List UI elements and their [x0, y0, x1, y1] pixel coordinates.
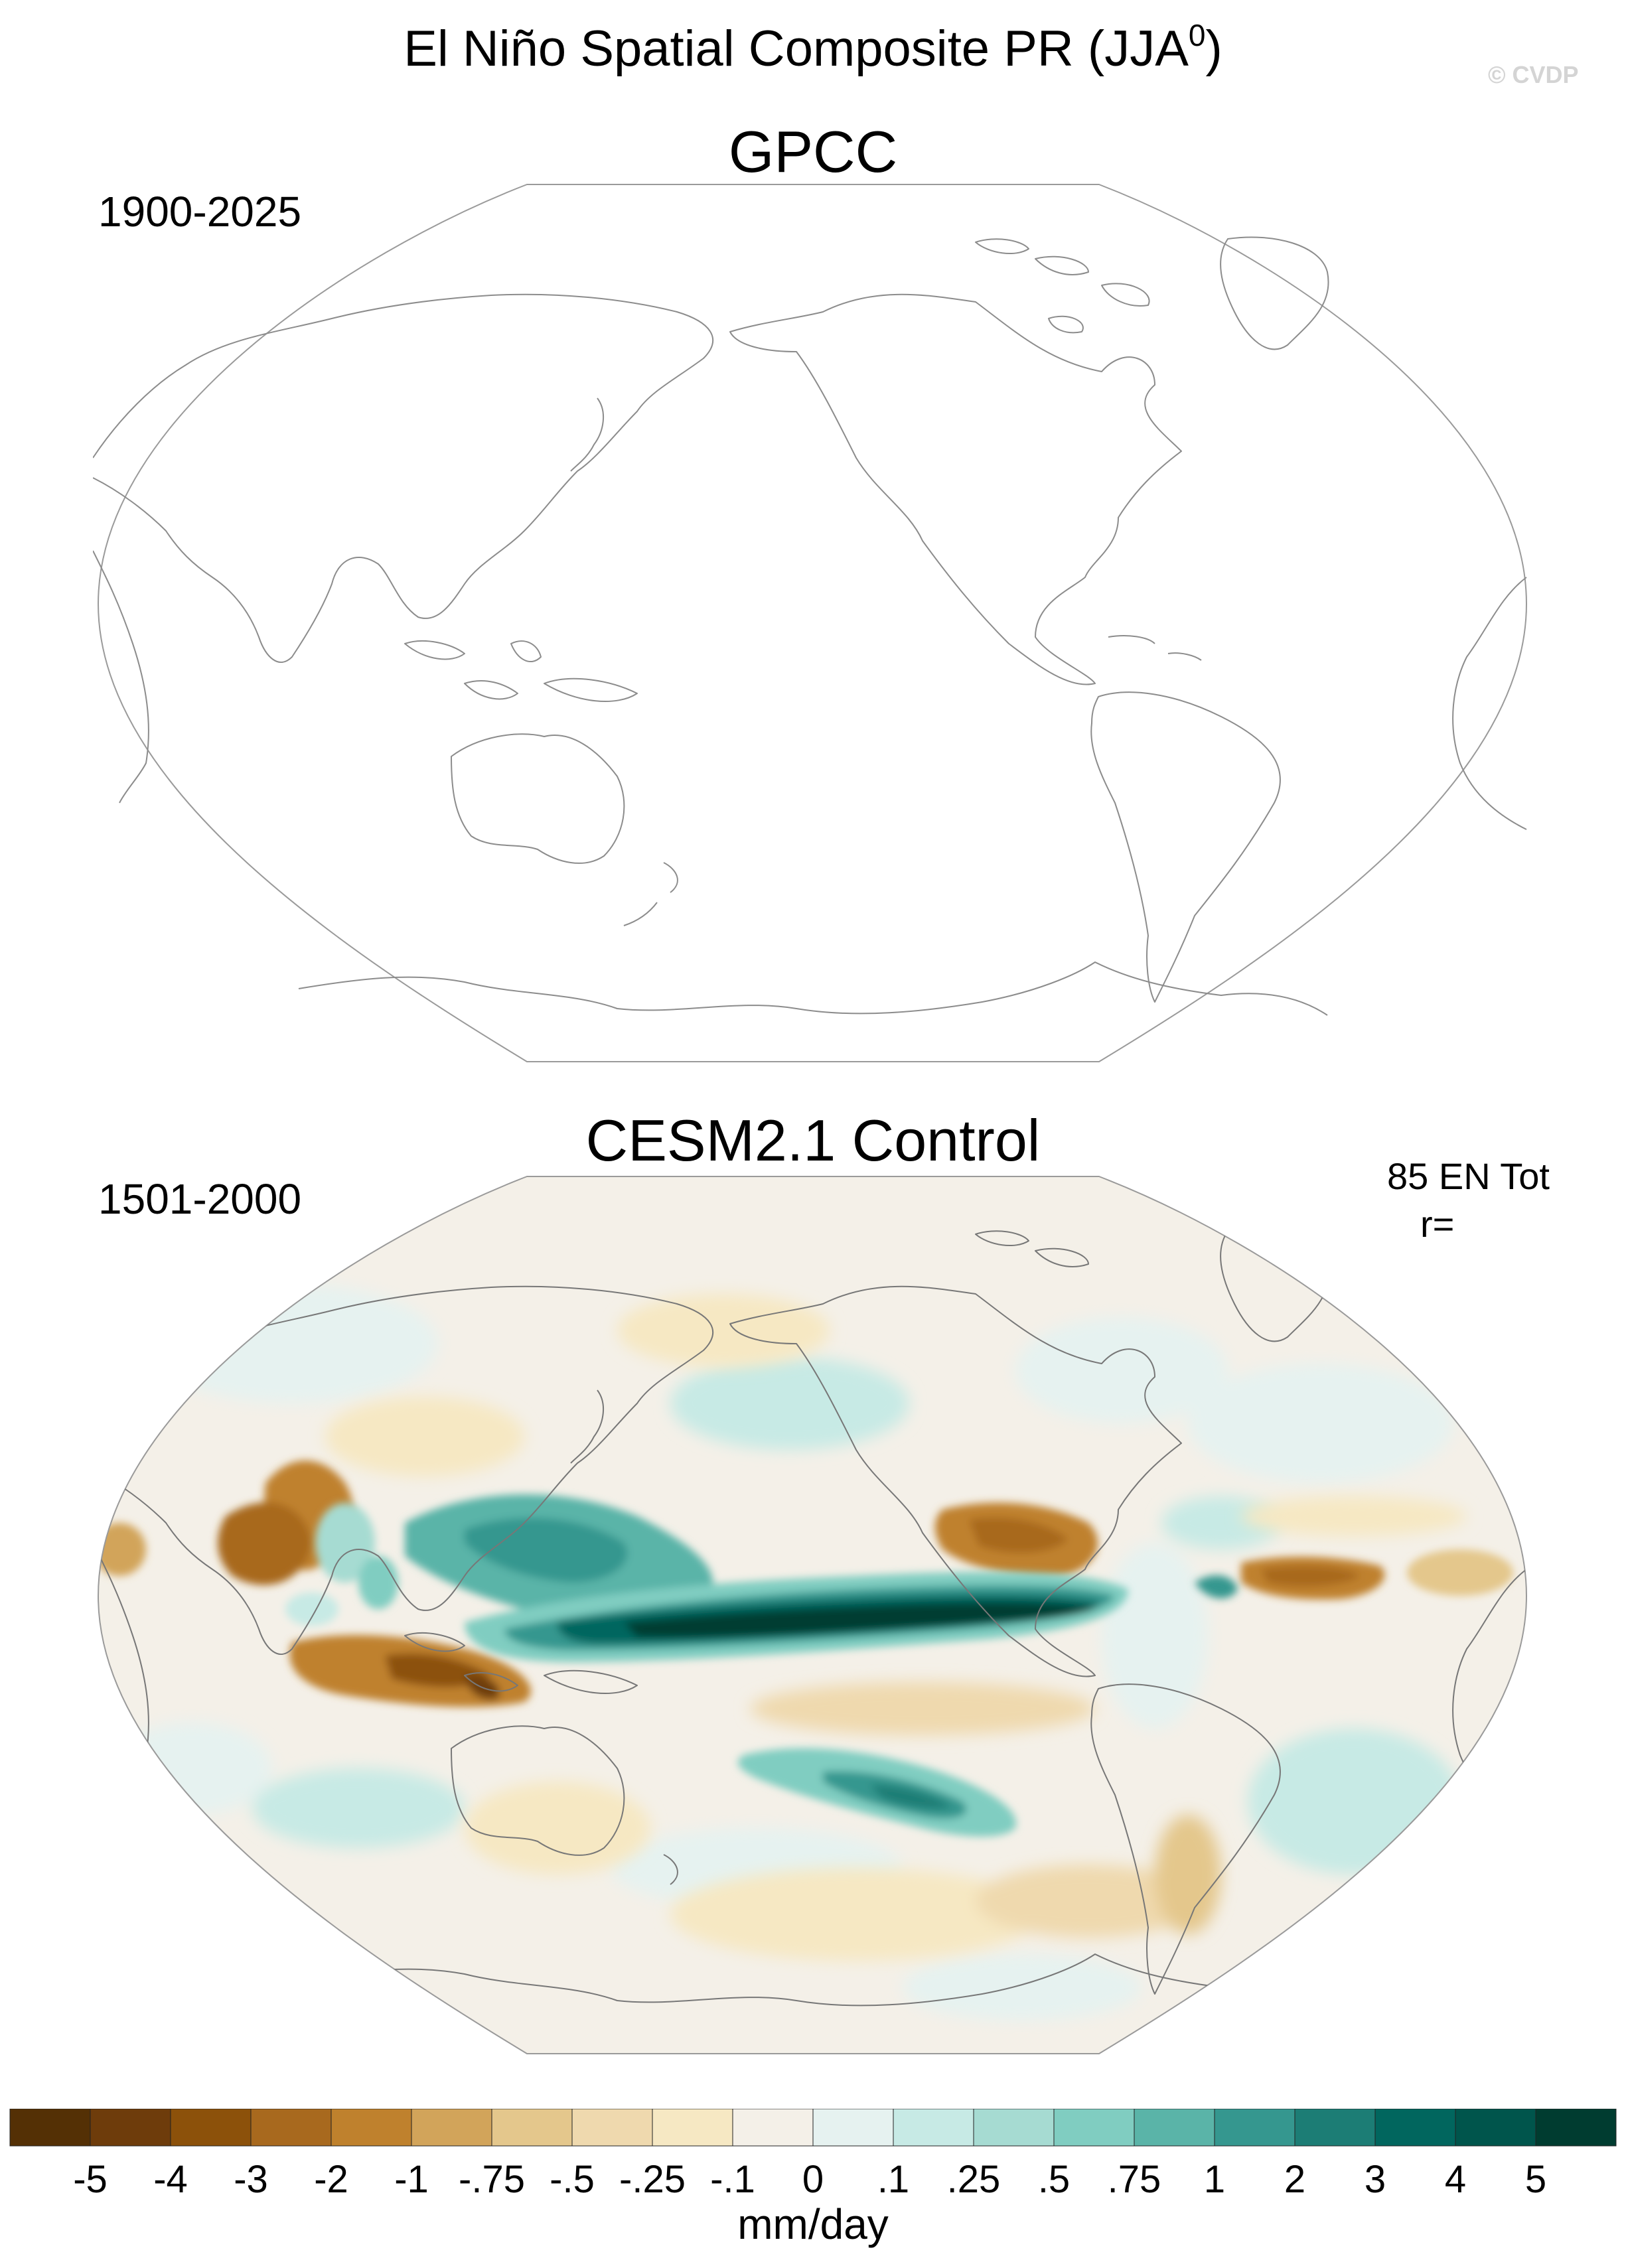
figure-title-superscript: 0 — [1188, 18, 1206, 52]
figure-title: El Niño Spatial Composite PR (JJA0) — [0, 18, 1626, 78]
colorbar-tick-label: 0 — [802, 2158, 824, 2198]
colorbar-box — [411, 2109, 492, 2147]
colorbar-tick-labels: -5 -4 -3 -2 -1 -.75 -.5 -.25 -.1 0 .1 .25 .5 .75 1 2 3 4 5 — [73, 2158, 1546, 2198]
colorbar-tick-label: 5 — [1525, 2158, 1546, 2198]
panel-title-cesm: CESM2.1 Control — [585, 1107, 1041, 1173]
colorbar-box — [9, 2109, 91, 2147]
colorbar-box — [1134, 2109, 1215, 2147]
panel-period-cesm: 1501-2000 — [98, 1175, 302, 1223]
colorbar: -5 -4 -3 -2 -1 -.75 -.5 -.25 -.1 0 .1 .25 .5 .75 1 2 3 4 5 — [9, 2109, 1617, 2198]
colorbar-box — [1214, 2109, 1295, 2147]
colorbar-tick-label: -1 — [394, 2158, 429, 2198]
colorbar-box — [1374, 2109, 1456, 2147]
panel-period-gpcc: 1900-2025 — [98, 188, 302, 236]
colorbar-tick-label: -2 — [314, 2158, 348, 2198]
colorbar-tick-label: -.75 — [459, 2158, 525, 2198]
colorbar-box — [250, 2109, 332, 2147]
colorbar-tick-label: -5 — [73, 2158, 108, 2198]
colorbar-tick-label: .5 — [1038, 2158, 1070, 2198]
colorbar-box — [90, 2109, 171, 2147]
copyright-watermark: © CVDP — [1488, 61, 1579, 88]
colorbar-tick-label: -.5 — [550, 2158, 595, 2198]
colorbar-box — [973, 2109, 1055, 2147]
colorbar-tick-label: -.1 — [710, 2158, 755, 2198]
figure-title-suffix: ) — [1205, 21, 1222, 77]
colorbar-tick-label: .75 — [1108, 2158, 1161, 2198]
colorbar-box — [893, 2109, 974, 2147]
globe-outline — [97, 1176, 1528, 2054]
map-panel-cesm — [97, 1176, 1528, 2054]
colorbar-box — [652, 2109, 733, 2147]
colorbar-tick-label: .1 — [877, 2158, 909, 2198]
figure-title-text: El Niño Spatial Composite PR (JJA — [404, 21, 1189, 77]
precip-anomaly-field — [98, 1176, 1526, 2054]
colorbar-box — [1053, 2109, 1135, 2147]
correlation-label: r= — [1420, 1203, 1455, 1245]
colorbar-tick-label: -4 — [153, 2158, 188, 2198]
panel-title-gpcc: GPCC — [728, 119, 898, 184]
colorbar-tick-label: 3 — [1365, 2158, 1386, 2198]
colorbar-tick-label: 4 — [1445, 2158, 1466, 2198]
colorbar-box — [571, 2109, 653, 2147]
coastlines — [93, 236, 1527, 1016]
colorbar-box — [812, 2109, 894, 2147]
colorbar-tick-label: .25 — [947, 2158, 1001, 2198]
colorbar-box — [732, 2109, 814, 2147]
colorbar-box — [331, 2109, 412, 2147]
colorbar-tick-label: 2 — [1284, 2158, 1305, 2198]
ensemble-count-label: 85 EN Tot — [1387, 1155, 1550, 1197]
colorbar-box — [1455, 2109, 1536, 2147]
colorbar-box — [1294, 2109, 1376, 2147]
colorbar-unit-label: mm/day — [737, 2200, 889, 2248]
colorbar-tick-label: -.25 — [619, 2158, 686, 2198]
colorbar-box — [170, 2109, 252, 2147]
colorbar-box — [491, 2109, 573, 2147]
colorbar-boxes — [9, 2109, 1617, 2147]
colorbar-tick-label: 1 — [1204, 2158, 1225, 2198]
colorbar-tick-label: -3 — [234, 2158, 268, 2198]
colorbar-box — [1535, 2109, 1617, 2147]
map-panel-gpcc — [93, 184, 1528, 1062]
globe-background — [97, 184, 1528, 1062]
